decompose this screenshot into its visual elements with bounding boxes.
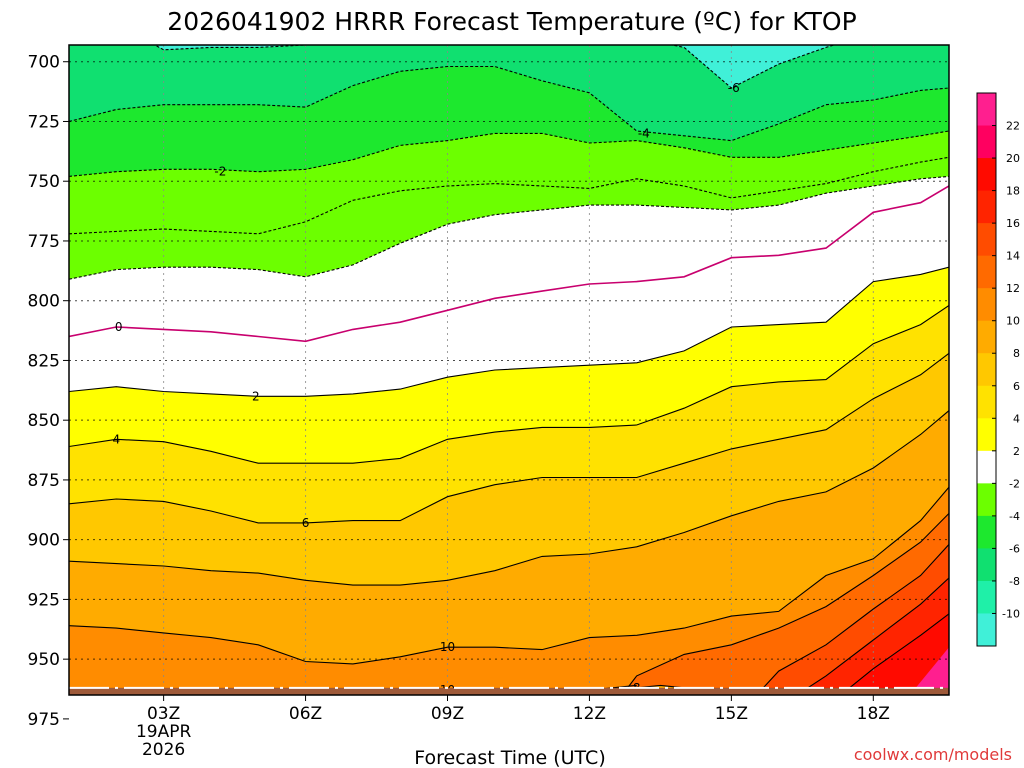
y-tick-label: 950 [28, 650, 60, 670]
colorbar-tick-label: 12 [1006, 282, 1020, 295]
colorbar-swatch [977, 93, 996, 127]
colorbar-tick-label: 4 [1013, 412, 1020, 425]
colorbar-swatch [977, 418, 996, 452]
colorbar-tick-label: 18 [1006, 185, 1020, 198]
surface-terrain [69, 687, 949, 695]
credit-link[interactable]: coolwx.com/models [854, 745, 1012, 764]
colorbar: 22 20 18 16 14 12 10 8 6 4 2 -2 -4 -6 -8 -10 [976, 92, 1020, 647]
x-tick-date: 19APR [136, 722, 192, 742]
colorbar-tick-label: -6 [1009, 542, 1020, 555]
isotherm-label: -4 [638, 126, 650, 140]
isotherm-label: 4 [112, 432, 120, 446]
colorbar-swatch [977, 385, 996, 419]
colorbar-tick-label: -2 [1009, 477, 1020, 490]
isotherm-line [69, 65, 949, 142]
isotherm-line [69, 410, 949, 586]
isotherm-line [69, 266, 949, 397]
colorbar-tick-label: 16 [1006, 217, 1020, 230]
colorbar-tick-label: 6 [1013, 380, 1020, 393]
colorbar-swatch [977, 125, 996, 159]
band-below-10.5 [69, 487, 949, 695]
isotherm-line [795, 577, 949, 695]
plot-frame [68, 44, 950, 696]
x-axis-label: Forecast Time (UTC) [414, 747, 605, 768]
isotherm-line [69, 185, 949, 343]
x-tick-label: 09Z [431, 704, 464, 724]
colorbar-tick-label: 8 [1013, 347, 1020, 360]
colorbar-tick-label: 10 [1006, 315, 1020, 328]
colorbar-swatch [977, 450, 996, 484]
y-tick-label: 925 [28, 590, 60, 610]
y-tick-label: 700 [28, 53, 60, 73]
isotherm-label: 6 [302, 516, 310, 530]
y-tick-label: 975 [28, 710, 60, 730]
colorbar-swatch [977, 580, 996, 614]
y-tick-label: 875 [28, 471, 60, 491]
colorbar-swatch [977, 548, 996, 582]
colorbar-swatch [977, 288, 996, 322]
colorbar-tick-label: -4 [1009, 510, 1020, 523]
colorbar-tick-label: 14 [1006, 250, 1020, 263]
y-tick-label: 900 [28, 531, 60, 551]
colorbar-swatch [977, 255, 996, 289]
colorbar-swatch [977, 190, 996, 224]
isotherm-line [621, 513, 949, 695]
grid [69, 45, 949, 695]
x-tick-year: 2026 [142, 740, 185, 760]
x-tick-label: 06Z [289, 704, 322, 724]
y-tick-label: 725 [28, 112, 60, 132]
y-tick-label: 800 [28, 292, 60, 312]
colorbar-swatch [977, 320, 996, 354]
y-tick-label: 825 [28, 351, 60, 371]
isotherm-label: 2 [252, 389, 260, 403]
isotherm-label: 0 [115, 320, 123, 334]
colorbar-swatch [977, 353, 996, 387]
chart-title: 2026041902 HRRR Forecast Temperature (ºC… [167, 7, 856, 36]
plot-area: -6-4-2024610108 [69, 45, 949, 695]
x-tick-label: 18Z [857, 704, 890, 724]
isotherm-line [69, 305, 949, 464]
isotherm-label: 10 [440, 640, 455, 654]
isotherm-line [69, 156, 949, 235]
x-tick-label: 03Z [147, 704, 180, 724]
colorbar-swatch [977, 158, 996, 192]
isotherm-line [755, 544, 949, 695]
isotherm-line [153, 45, 836, 89]
colorbar-swatch [977, 483, 996, 517]
y-tick-label: 750 [28, 172, 60, 192]
colorbar-tick-label: 2 [1013, 445, 1020, 458]
isotherm-line [69, 175, 949, 280]
isotherm-line [69, 486, 949, 665]
isotherm-label: -2 [214, 165, 226, 179]
x-tick-label: 15Z [715, 704, 748, 724]
isotherm-line [69, 352, 949, 524]
x-tick-label: 12Z [573, 704, 606, 724]
colorbar-tick-label: 22 [1006, 120, 1020, 133]
colorbar-frame [976, 92, 997, 647]
colorbar-tick-label: -10 [1002, 607, 1020, 620]
isotherm-line [69, 130, 949, 177]
y-tick-label: 775 [28, 232, 60, 252]
colorbar-swatch [977, 613, 996, 647]
isotherm-label: -6 [728, 81, 740, 95]
isotherms: -6-4-2024610108 [69, 45, 949, 695]
band-warm-18.5 [837, 613, 949, 695]
colorbar-swatch [977, 515, 996, 549]
colorbar-tick-label: -8 [1009, 575, 1020, 588]
colorbar-tick-label: 20 [1006, 152, 1020, 165]
y-tick-label: 850 [28, 411, 60, 431]
colorbar-swatch [977, 223, 996, 257]
